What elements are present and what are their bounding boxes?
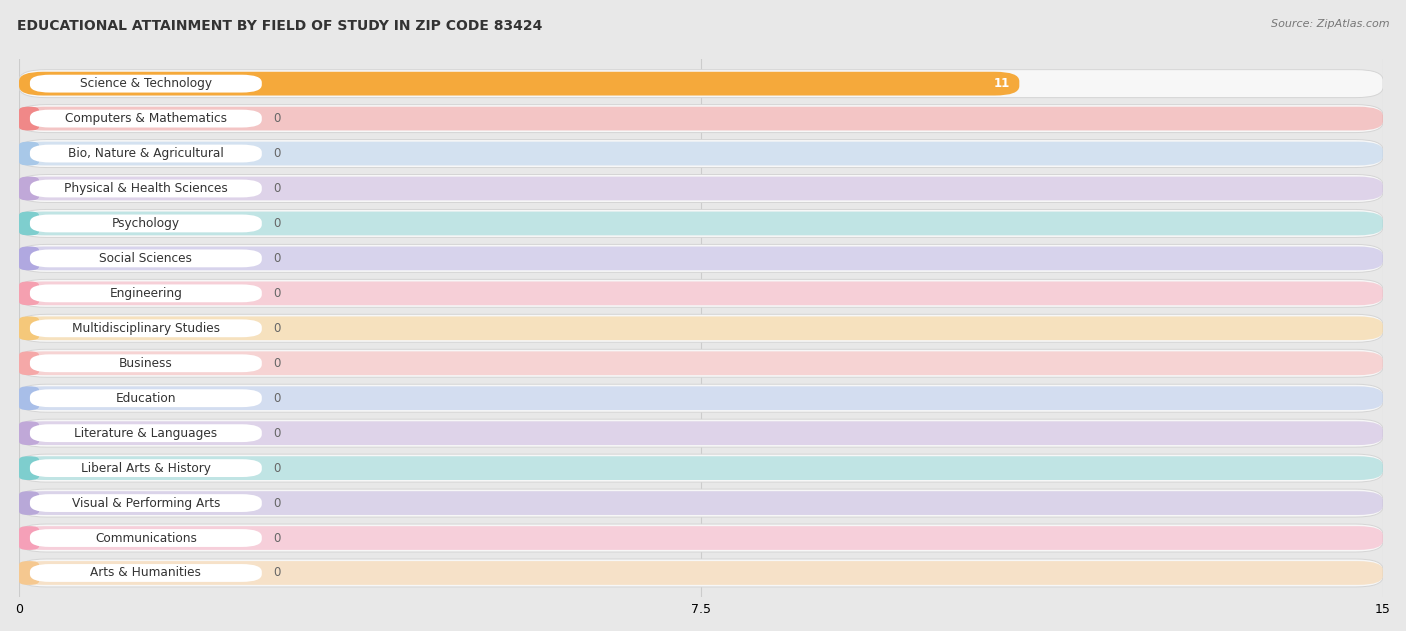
FancyBboxPatch shape (20, 69, 1384, 98)
FancyBboxPatch shape (20, 72, 1019, 95)
FancyBboxPatch shape (20, 561, 1384, 585)
FancyBboxPatch shape (20, 107, 1384, 131)
Text: Bio, Nature & Agricultural: Bio, Nature & Agricultural (67, 147, 224, 160)
Text: Physical & Health Sciences: Physical & Health Sciences (65, 182, 228, 195)
FancyBboxPatch shape (30, 180, 262, 198)
FancyBboxPatch shape (20, 281, 1384, 305)
Text: 0: 0 (274, 322, 281, 335)
Text: Source: ZipAtlas.com: Source: ZipAtlas.com (1271, 19, 1389, 29)
FancyBboxPatch shape (20, 281, 39, 305)
FancyBboxPatch shape (20, 526, 1384, 550)
FancyBboxPatch shape (20, 456, 39, 480)
FancyBboxPatch shape (30, 355, 262, 372)
Text: 0: 0 (274, 112, 281, 125)
FancyBboxPatch shape (20, 175, 1384, 203)
Text: 0: 0 (274, 392, 281, 404)
FancyBboxPatch shape (20, 386, 1384, 410)
FancyBboxPatch shape (20, 177, 39, 201)
FancyBboxPatch shape (20, 422, 1384, 445)
Text: EDUCATIONAL ATTAINMENT BY FIELD OF STUDY IN ZIP CODE 83424: EDUCATIONAL ATTAINMENT BY FIELD OF STUDY… (17, 19, 543, 33)
FancyBboxPatch shape (20, 316, 39, 340)
FancyBboxPatch shape (20, 491, 39, 515)
FancyBboxPatch shape (20, 454, 1384, 482)
FancyBboxPatch shape (20, 280, 1384, 307)
Text: 0: 0 (274, 357, 281, 370)
Text: 11: 11 (994, 77, 1011, 90)
FancyBboxPatch shape (20, 456, 1384, 480)
Text: 0: 0 (274, 567, 281, 579)
FancyBboxPatch shape (30, 459, 262, 477)
FancyBboxPatch shape (20, 526, 39, 550)
FancyBboxPatch shape (20, 561, 39, 585)
FancyBboxPatch shape (20, 141, 1384, 165)
Text: Social Sciences: Social Sciences (100, 252, 193, 265)
FancyBboxPatch shape (20, 489, 1384, 517)
FancyBboxPatch shape (20, 314, 1384, 342)
FancyBboxPatch shape (20, 211, 39, 235)
FancyBboxPatch shape (20, 386, 39, 410)
FancyBboxPatch shape (20, 209, 1384, 237)
FancyBboxPatch shape (20, 419, 1384, 447)
Text: Engineering: Engineering (110, 287, 183, 300)
FancyBboxPatch shape (30, 529, 262, 547)
FancyBboxPatch shape (20, 351, 1384, 375)
FancyBboxPatch shape (20, 107, 39, 131)
FancyBboxPatch shape (30, 389, 262, 407)
FancyBboxPatch shape (20, 211, 1384, 235)
FancyBboxPatch shape (20, 559, 1384, 587)
FancyBboxPatch shape (30, 319, 262, 337)
FancyBboxPatch shape (20, 316, 1384, 340)
FancyBboxPatch shape (30, 424, 262, 442)
Text: 0: 0 (274, 287, 281, 300)
FancyBboxPatch shape (30, 249, 262, 268)
FancyBboxPatch shape (20, 139, 1384, 167)
FancyBboxPatch shape (20, 422, 39, 445)
FancyBboxPatch shape (20, 247, 39, 270)
FancyBboxPatch shape (20, 350, 1384, 377)
Text: Communications: Communications (96, 531, 197, 545)
FancyBboxPatch shape (20, 141, 39, 165)
Text: 0: 0 (274, 531, 281, 545)
Text: Liberal Arts & History: Liberal Arts & History (82, 462, 211, 475)
FancyBboxPatch shape (30, 215, 262, 232)
Text: Education: Education (115, 392, 176, 404)
FancyBboxPatch shape (30, 285, 262, 302)
FancyBboxPatch shape (20, 247, 1384, 270)
Text: 0: 0 (274, 182, 281, 195)
Text: Science & Technology: Science & Technology (80, 77, 212, 90)
FancyBboxPatch shape (20, 524, 1384, 552)
FancyBboxPatch shape (30, 144, 262, 162)
Text: 0: 0 (274, 252, 281, 265)
Text: 0: 0 (274, 497, 281, 510)
FancyBboxPatch shape (20, 384, 1384, 412)
FancyBboxPatch shape (20, 177, 1384, 201)
Text: Computers & Mathematics: Computers & Mathematics (65, 112, 226, 125)
Text: Business: Business (120, 357, 173, 370)
Text: Literature & Languages: Literature & Languages (75, 427, 218, 440)
Text: 0: 0 (274, 147, 281, 160)
FancyBboxPatch shape (20, 351, 39, 375)
FancyBboxPatch shape (20, 105, 1384, 133)
Text: 0: 0 (274, 462, 281, 475)
FancyBboxPatch shape (30, 494, 262, 512)
Text: 0: 0 (274, 427, 281, 440)
Text: 0: 0 (274, 217, 281, 230)
FancyBboxPatch shape (30, 564, 262, 582)
FancyBboxPatch shape (30, 110, 262, 127)
Text: Visual & Performing Arts: Visual & Performing Arts (72, 497, 221, 510)
FancyBboxPatch shape (30, 74, 262, 93)
Text: Psychology: Psychology (112, 217, 180, 230)
FancyBboxPatch shape (20, 244, 1384, 273)
Text: Arts & Humanities: Arts & Humanities (90, 567, 201, 579)
Text: Multidisciplinary Studies: Multidisciplinary Studies (72, 322, 219, 335)
FancyBboxPatch shape (20, 491, 1384, 515)
